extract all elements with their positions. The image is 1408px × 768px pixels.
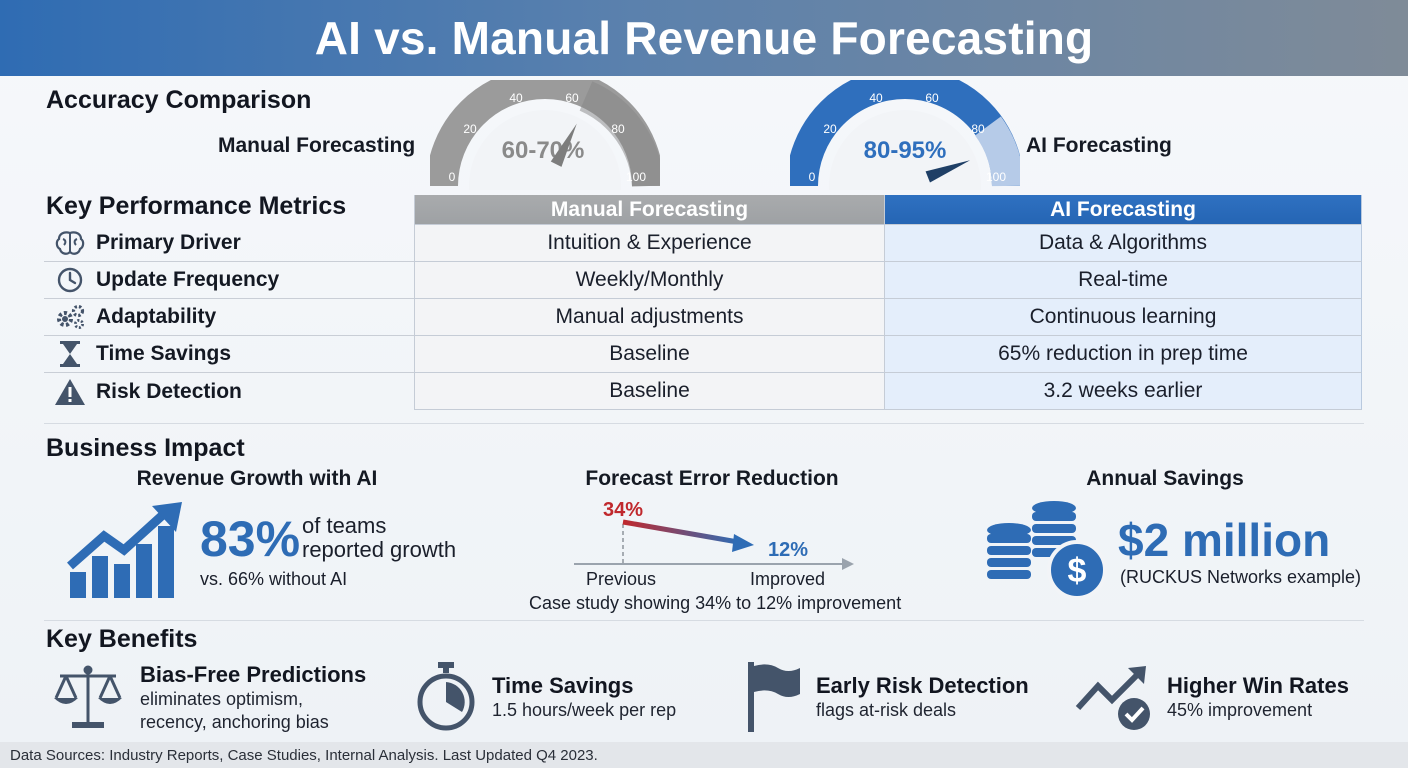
benefit-desc-line1: flags at-risk deals bbox=[816, 700, 957, 720]
hourglass-icon bbox=[44, 340, 96, 368]
error-to-value: 12% bbox=[768, 539, 808, 561]
manual-gauge-tick: 40 bbox=[509, 91, 523, 105]
warning-icon bbox=[44, 378, 96, 406]
footer-sources: Data Sources: Industry Reports, Case Stu… bbox=[0, 742, 1408, 768]
ai-gauge-value: 80-95% bbox=[864, 137, 947, 164]
ai-gauge-tick: 60 bbox=[925, 91, 939, 105]
gears-icon bbox=[44, 303, 96, 331]
benefit-desc-line1: eliminates optimism, bbox=[140, 689, 304, 709]
metric-manual-value: Baseline bbox=[414, 373, 885, 410]
manual-gauge-needle bbox=[550, 123, 577, 167]
section-divider bbox=[44, 423, 1364, 424]
metric-manual-value: Intuition & Experience bbox=[414, 225, 885, 262]
section-divider bbox=[44, 620, 1364, 621]
metrics-section-title: Key Performance Metrics bbox=[46, 192, 347, 220]
table-row: Adaptability Manual adjustments Continuo… bbox=[44, 299, 1364, 336]
dollar-sign-glyph: $ bbox=[1068, 552, 1087, 590]
growth-text-line1: of teams bbox=[302, 513, 387, 538]
metric-manual-value: Baseline bbox=[414, 336, 885, 373]
ai-gauge-needle bbox=[925, 160, 971, 183]
benefit-desc-line1: 45% improvement bbox=[1167, 700, 1313, 720]
metric-ai-value: Data & Algorithms bbox=[885, 225, 1362, 262]
gauge-needle-shape bbox=[550, 123, 577, 167]
metric-ai-value: 65% reduction in prep time bbox=[885, 336, 1362, 373]
error-caption: Case study showing 34% to 12% improvemen… bbox=[529, 593, 902, 613]
clock-icon bbox=[44, 266, 96, 294]
ai-gauge-tick: 0 bbox=[809, 170, 816, 184]
ai-gauge-label: AI Forecasting bbox=[1026, 134, 1172, 157]
benefit-title: Early Risk Detection bbox=[816, 673, 1029, 698]
error-from-label: Previous bbox=[586, 569, 657, 589]
savings-value: $2 million bbox=[1118, 514, 1331, 566]
growth-chart-icon bbox=[66, 500, 188, 600]
savings-sub: (RUCKUS Networks example) bbox=[1120, 567, 1362, 587]
benefit-title: Bias-Free Predictions bbox=[140, 662, 367, 687]
manual-gauge-value: 60-70% bbox=[502, 137, 585, 164]
manual-accuracy-gauge: 0 20 40 60 80 100 60-70% bbox=[430, 80, 660, 190]
metrics-col-ai: AI Forecasting bbox=[885, 195, 1362, 225]
metric-label: Primary Driver bbox=[96, 231, 241, 254]
table-row: Update Frequency Weekly/Monthly Real-tim… bbox=[44, 262, 1364, 299]
metric-manual-value: Weekly/Monthly bbox=[414, 262, 885, 299]
metrics-col-manual: Manual Forecasting bbox=[414, 195, 885, 225]
metric-ai-value: Continuous learning bbox=[885, 299, 1362, 336]
metric-label: Adaptability bbox=[96, 305, 217, 328]
metric-label: Risk Detection bbox=[96, 379, 242, 403]
growth-text-line2: reported growth bbox=[302, 537, 457, 562]
table-row: Risk Detection Baseline 3.2 weeks earlie… bbox=[44, 373, 1364, 410]
metric-label: Time Savings bbox=[96, 342, 232, 365]
benefit-title: Higher Win Rates bbox=[1167, 673, 1349, 698]
stopwatch-icon bbox=[414, 660, 478, 732]
metric-ai-value: Real-time bbox=[885, 262, 1362, 299]
growth-value: 83% bbox=[200, 511, 301, 567]
impact-section-title: Business Impact bbox=[46, 434, 245, 462]
error-reduction-chart: 34% 12% bbox=[570, 494, 860, 574]
scales-icon bbox=[52, 662, 124, 732]
error-to-label: Improved bbox=[750, 569, 826, 589]
ai-gauge-tick: 80 bbox=[971, 122, 985, 136]
flag-icon bbox=[746, 660, 806, 734]
ai-accuracy-gauge: 0 20 40 60 80 100 80-95% bbox=[790, 80, 1020, 190]
ai-gauge-tick: 40 bbox=[869, 91, 883, 105]
error-from-value: 34% bbox=[603, 499, 643, 521]
manual-gauge-tick: 0 bbox=[449, 170, 456, 184]
metric-manual-value: Manual adjustments bbox=[414, 299, 885, 336]
header-banner: AI vs. Manual Revenue Forecasting bbox=[0, 0, 1408, 76]
manual-gauge-tick: 20 bbox=[463, 122, 477, 136]
coins-dollar-icon: $ bbox=[984, 500, 1109, 600]
growth-title: Revenue Growth with AI bbox=[136, 467, 378, 490]
trend-check-icon bbox=[1074, 662, 1154, 732]
error-title: Forecast Error Reduction bbox=[585, 467, 839, 490]
manual-gauge-tick: 100 bbox=[626, 170, 646, 184]
benefit-desc-line1: 1.5 hours/week per rep bbox=[492, 700, 677, 720]
manual-gauge-tick: 60 bbox=[565, 91, 579, 105]
ai-gauge-tick: 20 bbox=[823, 122, 837, 136]
page-title: AI vs. Manual Revenue Forecasting bbox=[314, 12, 1094, 64]
ai-gauge-tick: 100 bbox=[986, 170, 1006, 184]
savings-title: Annual Savings bbox=[1086, 467, 1244, 490]
manual-gauge-label: Manual Forecasting bbox=[218, 134, 416, 157]
table-row: Primary Driver Intuition & Experience Da… bbox=[44, 225, 1364, 262]
metric-ai-value: 3.2 weeks earlier bbox=[885, 373, 1362, 410]
brain-icon bbox=[44, 230, 96, 256]
benefits-section-title: Key Benefits bbox=[46, 625, 198, 653]
accuracy-section-title: Accuracy Comparison bbox=[46, 86, 312, 114]
benefit-desc-line2: recency, anchoring bias bbox=[140, 712, 329, 732]
benefit-title: Time Savings bbox=[492, 673, 634, 698]
metrics-header-row: Manual Forecasting AI Forecasting bbox=[44, 195, 1364, 225]
metric-label: Update Frequency bbox=[96, 268, 280, 291]
manual-gauge-tick: 80 bbox=[611, 122, 625, 136]
gauge-needle-shape bbox=[925, 160, 971, 183]
growth-sub: vs. 66% without AI bbox=[200, 569, 348, 589]
table-row: Time Savings Baseline 65% reduction in p… bbox=[44, 336, 1364, 373]
